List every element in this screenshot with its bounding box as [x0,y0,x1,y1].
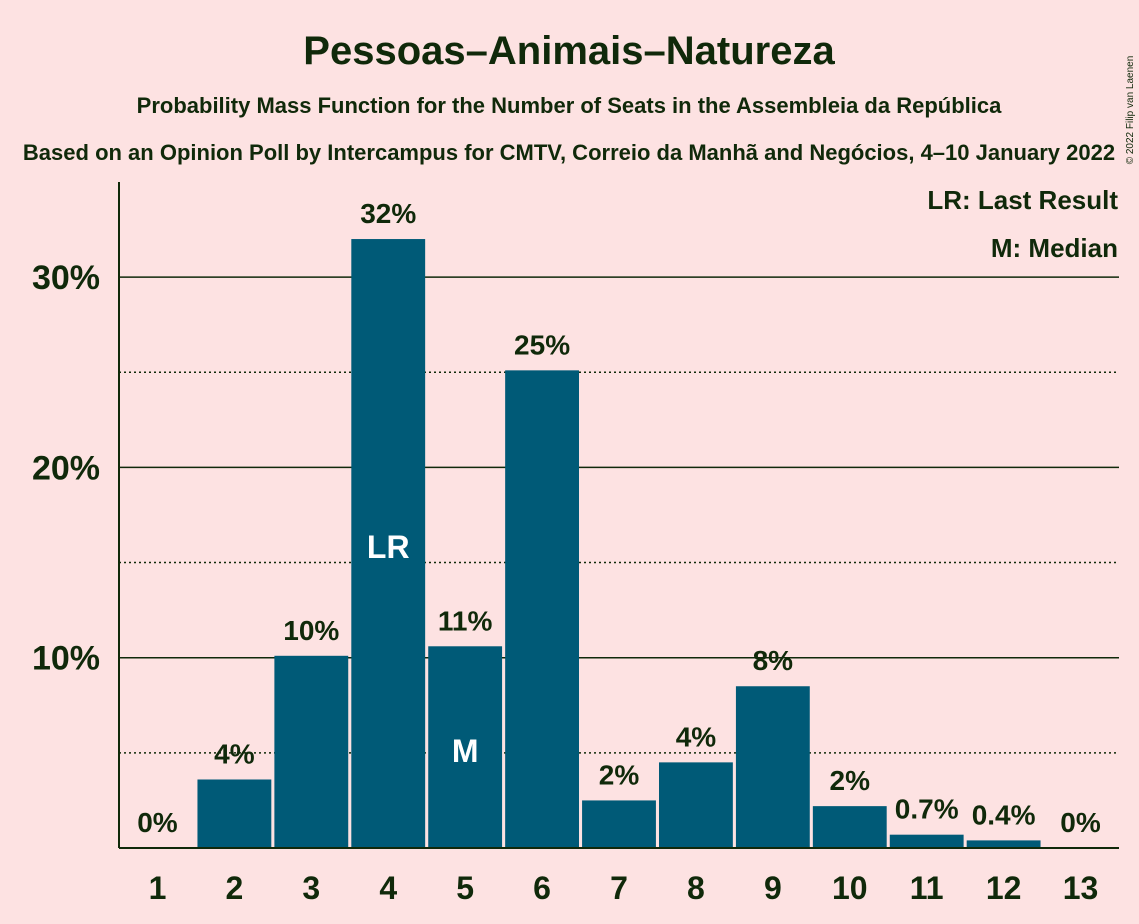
x-tick-label-13: 13 [1063,870,1099,906]
bar-12 [966,840,1041,848]
x-tick-label-1: 1 [149,870,167,906]
data-label-12: 0.4% [972,799,1036,830]
bar-6 [505,370,579,848]
x-tick-label-11: 11 [910,870,944,906]
bars [197,239,1041,849]
bar-9 [735,686,810,848]
bar-10 [812,806,887,848]
legend: LR: Last Result M: Median [927,185,1118,263]
x-tick-label-8: 8 [687,870,705,906]
copyright-text: © 2022 Filip van Laenen [1125,56,1136,165]
x-tick-label-9: 9 [764,870,782,906]
data-label-11: 0.7% [895,794,959,825]
y-tick-label: 10% [32,640,100,678]
chart-title: Pessoas–Animais–Natureza [303,29,835,73]
y-tick-label: 30% [32,259,100,297]
x-tick-label-3: 3 [302,870,320,906]
x-tick-label-2: 2 [225,870,243,906]
x-tick-label-6: 6 [533,870,551,906]
data-label-7: 2% [599,759,640,790]
labels: 0% 1 4% 2 10% 3 32% 4 11% 5 25% 6 2% 7 4% 8 8% 9 2% 10 0.7% 1… [32,198,1101,906]
bar-4 [351,239,426,849]
legend-last-result: LR: Last Result [927,185,1118,215]
bar-2 [197,779,272,848]
bar-5 [428,646,503,848]
data-label-3: 10% [283,615,339,646]
data-label-10: 2% [830,765,871,796]
chart-subtitle-line-2: Based on an Opinion Poll by Intercampus … [23,140,1115,165]
data-label-8: 4% [676,721,717,752]
bar-7 [582,800,656,848]
marker-m: M [452,733,479,769]
chart-subtitle-line-1: Probability Mass Function for the Number… [137,93,1002,118]
x-tick-label-10: 10 [832,870,868,906]
y-tick-label: 20% [32,449,100,487]
bar-11 [889,834,964,848]
bar-3 [274,655,349,848]
x-tick-label-12: 12 [986,870,1022,906]
data-label-4: 32% [360,198,416,229]
data-label-6: 25% [514,329,570,360]
data-label-1: 0% [137,807,178,838]
gridlines [119,276,1119,754]
x-tick-label-4: 4 [379,870,397,906]
x-tick-label-5: 5 [456,870,474,906]
data-label-13: 0% [1060,807,1101,838]
x-tick-label-7: 7 [610,870,628,906]
data-label-5: 11% [438,605,493,636]
data-label-2: 4% [214,738,255,769]
axes [118,182,1119,849]
marker-lr: LR [367,529,410,565]
legend-median: M: Median [991,233,1118,263]
bar-8 [659,762,733,848]
data-label-9: 8% [753,645,794,676]
